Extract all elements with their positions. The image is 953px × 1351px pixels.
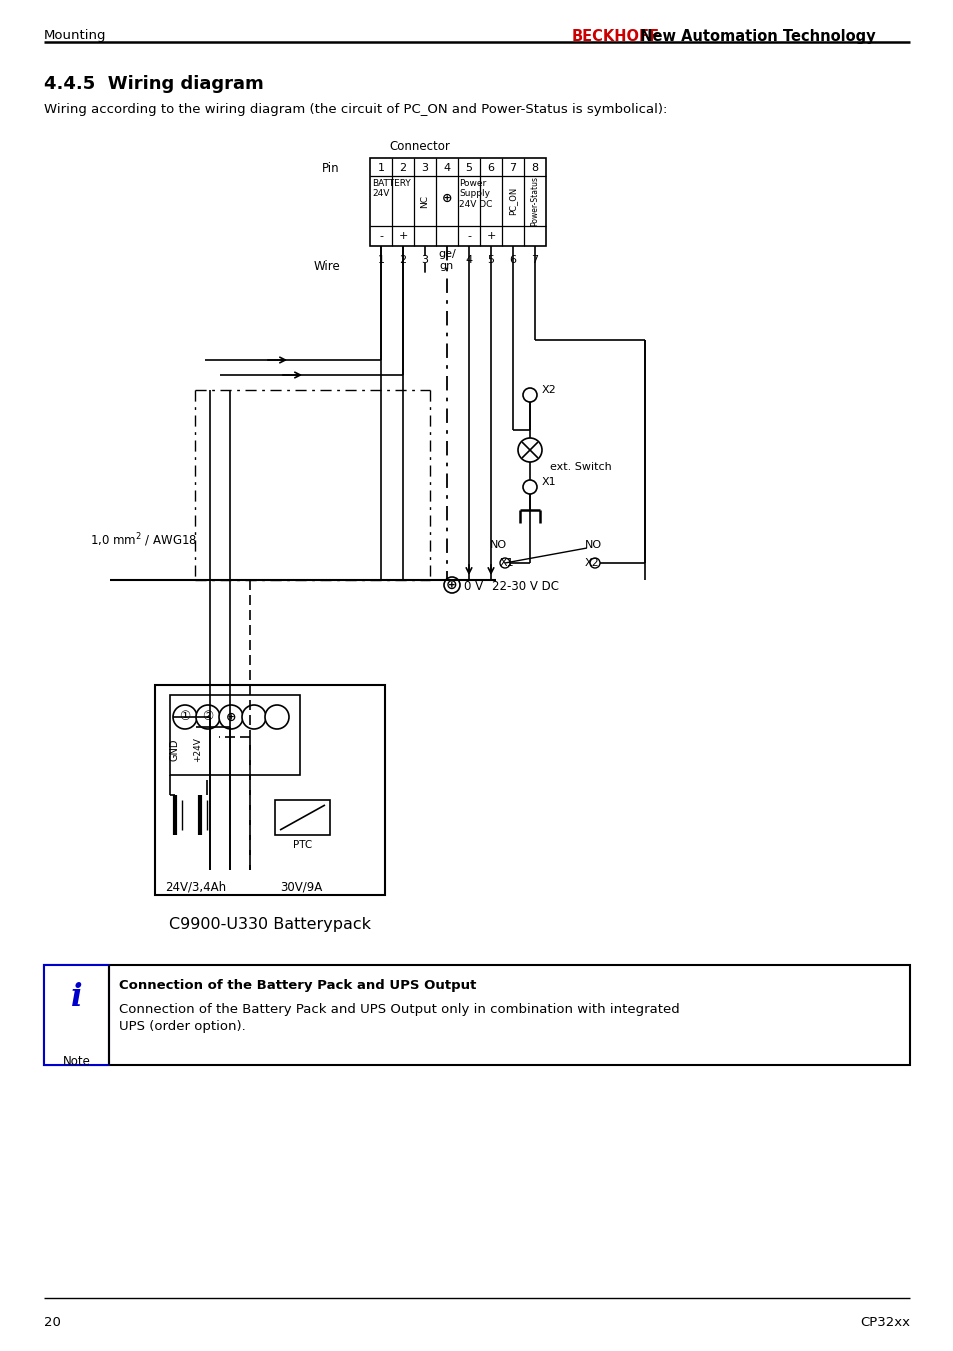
- Text: 30V/9A: 30V/9A: [280, 880, 322, 893]
- Circle shape: [195, 705, 220, 730]
- Text: Pin: Pin: [322, 162, 339, 174]
- Text: New Automation Technology: New Automation Technology: [635, 28, 875, 45]
- Text: 4: 4: [465, 255, 472, 265]
- Text: 0 V: 0 V: [463, 580, 482, 593]
- Text: PTC: PTC: [293, 840, 312, 850]
- Text: 5: 5: [487, 255, 494, 265]
- Text: Power-Status: Power-Status: [530, 176, 539, 226]
- Text: i: i: [71, 982, 82, 1013]
- Text: ⊕: ⊕: [226, 711, 236, 724]
- Text: ⊕: ⊕: [441, 192, 452, 204]
- Bar: [170, 694, 299, 775]
- Text: ①: ①: [179, 711, 191, 724]
- Text: BECKHOFF: BECKHOFF: [572, 28, 659, 45]
- Text: 5: 5: [465, 163, 472, 173]
- Text: Power
Supply
24V DC: Power Supply 24V DC: [458, 178, 492, 209]
- Text: Note: Note: [63, 1055, 91, 1069]
- Text: BATTERY
24V: BATTERY 24V: [372, 178, 411, 199]
- Text: 7: 7: [509, 163, 516, 173]
- Text: NO: NO: [490, 540, 507, 550]
- Text: -: -: [378, 231, 382, 240]
- Text: NC: NC: [420, 195, 429, 208]
- Text: 6: 6: [487, 163, 494, 173]
- Text: 8: 8: [531, 163, 538, 173]
- Circle shape: [517, 438, 541, 462]
- Text: 22-30 V DC: 22-30 V DC: [492, 580, 558, 593]
- Text: Mounting: Mounting: [44, 28, 107, 42]
- Circle shape: [589, 558, 599, 567]
- Text: -: -: [467, 231, 471, 240]
- Bar: [370, 158, 545, 246]
- Bar: [154, 685, 385, 894]
- Circle shape: [242, 705, 266, 730]
- Text: 1: 1: [377, 163, 384, 173]
- Text: 3: 3: [421, 163, 428, 173]
- Bar: [274, 800, 330, 835]
- Text: 3: 3: [421, 255, 428, 265]
- Text: 7: 7: [531, 255, 538, 265]
- Text: X2: X2: [541, 385, 557, 394]
- Text: 20: 20: [44, 1316, 61, 1329]
- Circle shape: [265, 705, 289, 730]
- Text: CP32xx: CP32xx: [859, 1316, 909, 1329]
- Circle shape: [172, 705, 196, 730]
- Circle shape: [219, 705, 243, 730]
- Text: +: +: [398, 231, 407, 240]
- Text: X1: X1: [541, 477, 556, 486]
- Text: NO: NO: [584, 540, 601, 550]
- Text: 6: 6: [509, 255, 516, 265]
- Text: Connection of the Battery Pack and UPS Output only in combination with integrate: Connection of the Battery Pack and UPS O…: [119, 1002, 679, 1034]
- Circle shape: [443, 577, 459, 593]
- Bar: [44, 965, 109, 1065]
- Text: ext. Switch: ext. Switch: [550, 462, 611, 471]
- Text: 1,0 mm$^2$ / AWG18: 1,0 mm$^2$ / AWG18: [90, 531, 197, 549]
- Circle shape: [522, 388, 537, 403]
- Text: 4.4.5  Wiring diagram: 4.4.5 Wiring diagram: [44, 76, 263, 93]
- Bar: [44, 965, 909, 1065]
- Text: 4: 4: [443, 163, 450, 173]
- Text: Wiring according to the wiring diagram (the circuit of PC_ON and Power-Status is: Wiring according to the wiring diagram (…: [44, 103, 667, 116]
- Circle shape: [522, 480, 537, 494]
- Text: 1: 1: [377, 255, 384, 265]
- Text: 2: 2: [399, 255, 406, 265]
- Text: +24V: +24V: [193, 738, 202, 762]
- Text: PC_ON: PC_ON: [508, 186, 517, 215]
- Text: ⊕: ⊕: [446, 578, 457, 592]
- Text: C9900-U330 Batterypack: C9900-U330 Batterypack: [169, 917, 371, 932]
- Text: X1: X1: [499, 558, 514, 567]
- Text: Connector: Connector: [389, 141, 450, 153]
- Text: 2: 2: [399, 163, 406, 173]
- Text: ge/
gn: ge/ gn: [437, 249, 456, 270]
- Text: Connection of the Battery Pack and UPS Output: Connection of the Battery Pack and UPS O…: [119, 979, 476, 992]
- Text: Wire: Wire: [313, 259, 339, 273]
- Text: X2: X2: [584, 558, 599, 567]
- Text: +: +: [486, 231, 496, 240]
- Text: GND: GND: [170, 739, 180, 761]
- Text: ②: ②: [202, 711, 213, 724]
- Circle shape: [499, 558, 510, 567]
- Text: 24V/3,4Ah: 24V/3,4Ah: [165, 880, 226, 893]
